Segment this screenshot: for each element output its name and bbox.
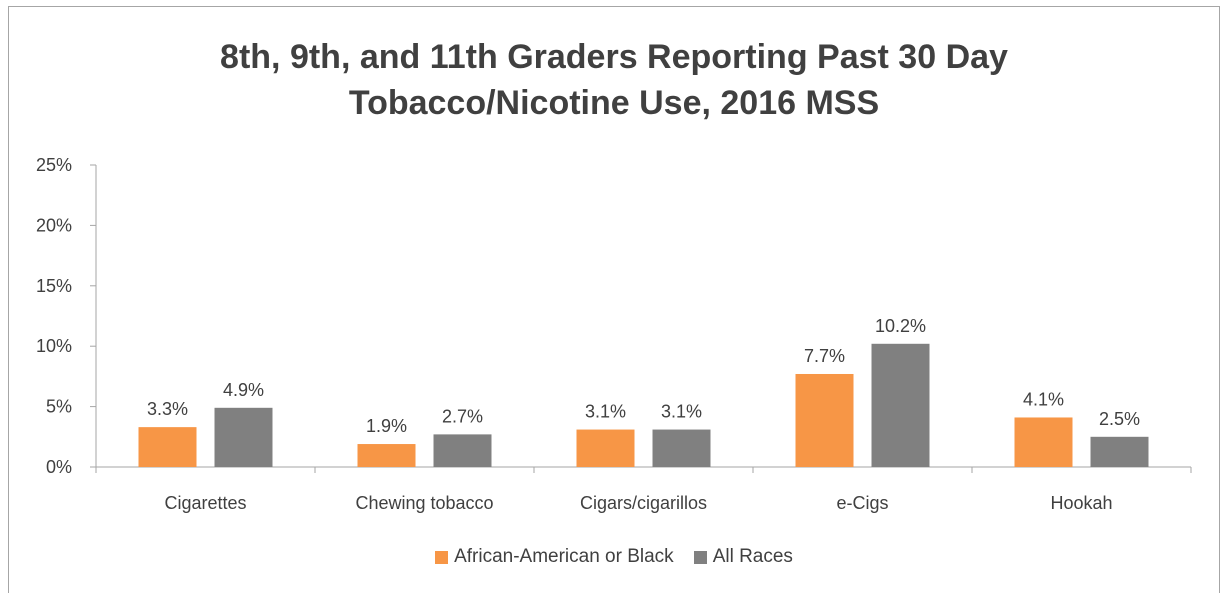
legend-item-african-american: African-American or Black bbox=[435, 546, 674, 568]
chart-legend: African-American or Black All Races bbox=[0, 546, 1228, 568]
bar-all-races bbox=[214, 407, 273, 467]
bar-all-races bbox=[433, 434, 492, 467]
chart-title-line-2: Tobacco/Nicotine Use, 2016 MSS bbox=[348, 84, 880, 122]
data-label-african-american: 4.1% bbox=[1023, 389, 1064, 409]
data-label-african-american: 3.3% bbox=[147, 399, 188, 419]
data-label-african-american: 3.1% bbox=[585, 402, 626, 422]
legend-label-african-american: African-American or Black bbox=[454, 546, 674, 567]
x-category-label: Cigarettes bbox=[164, 493, 246, 513]
legend-item-all-races: All Races bbox=[693, 546, 793, 568]
x-category-label: Cigars/cigarillos bbox=[580, 493, 707, 513]
x-category-label: Chewing tobacco bbox=[355, 493, 493, 513]
bar-all-races bbox=[652, 429, 711, 467]
data-label-african-american: 7.7% bbox=[804, 346, 845, 366]
x-category-label: Hookah bbox=[1050, 493, 1112, 513]
legend-swatch-all-races bbox=[693, 550, 707, 564]
chart-title: 8th, 9th, and 11th Graders Reporting Pas… bbox=[0, 34, 1228, 126]
bar-african-american bbox=[576, 429, 635, 467]
chart-title-line-1: 8th, 9th, and 11th Graders Reporting Pas… bbox=[220, 38, 1008, 76]
y-tick-label: 25% bbox=[36, 155, 72, 175]
data-label-all-races: 4.9% bbox=[223, 380, 264, 400]
data-label-african-american: 1.9% bbox=[366, 416, 407, 436]
bar-african-american bbox=[138, 427, 197, 467]
bar-african-american bbox=[795, 373, 854, 467]
y-tick-label: 20% bbox=[36, 215, 72, 235]
bar-african-american bbox=[357, 444, 416, 467]
data-label-all-races: 3.1% bbox=[661, 402, 702, 422]
y-tick-label: 0% bbox=[46, 457, 72, 477]
bar-all-races bbox=[871, 343, 930, 467]
y-tick-label: 10% bbox=[36, 336, 72, 356]
x-category-label: e-Cigs bbox=[836, 493, 888, 513]
data-label-all-races: 10.2% bbox=[875, 316, 926, 336]
bar-all-races bbox=[1090, 436, 1149, 467]
legend-label-all-races: All Races bbox=[712, 546, 793, 567]
y-tick-label: 5% bbox=[46, 397, 72, 417]
bar-african-american bbox=[1014, 417, 1073, 467]
legend-swatch-african-american bbox=[435, 550, 449, 564]
chart-frame bbox=[8, 6, 1220, 593]
data-label-all-races: 2.7% bbox=[442, 406, 483, 426]
y-tick-label: 15% bbox=[36, 276, 72, 296]
data-label-all-races: 2.5% bbox=[1099, 409, 1140, 429]
